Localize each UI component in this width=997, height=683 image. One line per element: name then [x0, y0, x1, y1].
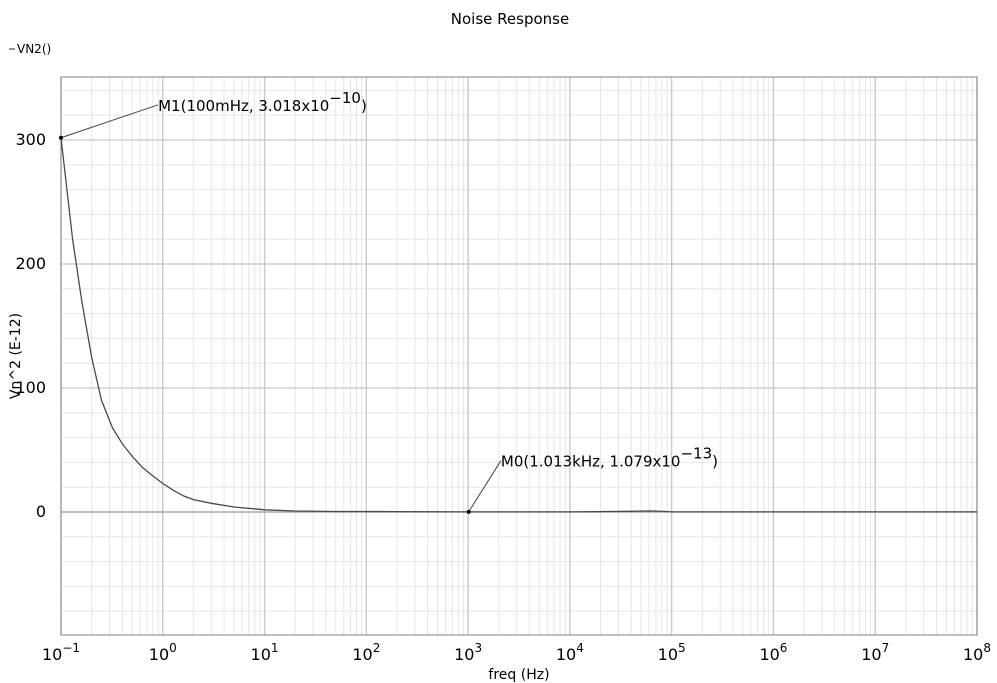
y-tick-label: 200 — [15, 254, 46, 273]
minor-grid — [61, 77, 977, 635]
marker-leader-M0 — [468, 460, 502, 513]
x-tick-label: 105 — [658, 641, 686, 664]
x-tick-label: 101 — [251, 641, 279, 664]
marker-point-M1 — [59, 135, 63, 140]
chart-title: Noise Response — [451, 10, 569, 28]
legend-label: VN2() — [17, 42, 51, 56]
x-tick-label: 104 — [556, 641, 584, 664]
marker-label-M1: M1(100mHz, 3.018x10−10) — [158, 89, 367, 115]
marker-label-M0: M0(1.013kHz, 1.079x10−13) — [501, 445, 718, 471]
marker-layer: M1(100mHz, 3.018x10−10) M0(1.013kHz, 1.07… — [59, 89, 718, 514]
series-layer — [60, 137, 977, 513]
x-tick-label: 103 — [454, 641, 482, 664]
marker-point-M0 — [466, 509, 471, 514]
x-tick-label: 107 — [861, 641, 889, 664]
series-line-0 — [60, 137, 977, 513]
y-tick-label: 300 — [15, 130, 46, 149]
y-tick-label: 0 — [36, 502, 46, 521]
marker-leader-M1 — [60, 104, 159, 139]
major-grid — [60, 77, 978, 635]
y-axis-label: Vn^2 (E-12) — [8, 313, 24, 399]
y-tick-labels: 300 200 100 0 — [15, 130, 46, 521]
x-tick-label: 106 — [759, 641, 787, 664]
legend: VN2() — [9, 42, 51, 56]
x-tick-label: 102 — [352, 641, 380, 664]
x-axis-label: freq (Hz) — [488, 667, 549, 683]
x-tick-labels: 10−1 100 101 102 103 104 105 106 107 108 — [42, 641, 991, 664]
plot-area — [60, 76, 978, 636]
y-tick-label: 100 — [15, 378, 46, 397]
x-tick-label: 100 — [149, 641, 177, 664]
x-tick-label: 10−1 — [42, 641, 80, 664]
x-tick-label: 108 — [963, 641, 991, 664]
